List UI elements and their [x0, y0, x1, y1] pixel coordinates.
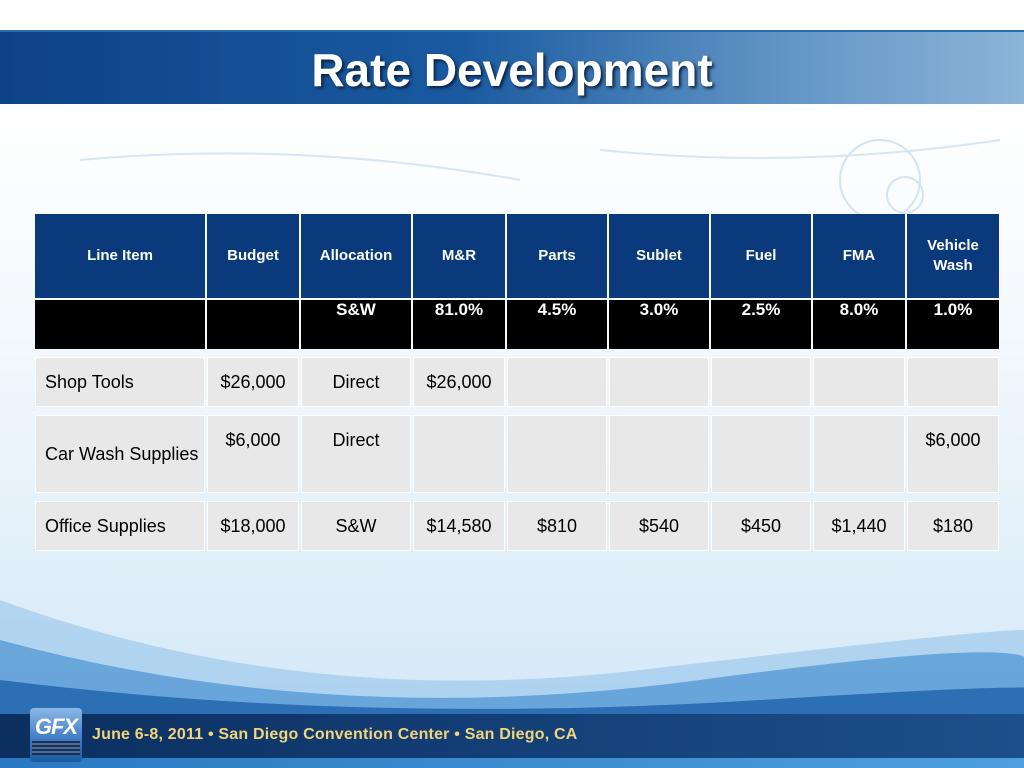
parts-cell: $810 [507, 501, 607, 551]
parts-cell [507, 357, 607, 407]
logo-text: GFX [34, 714, 78, 739]
fma-cell [813, 357, 905, 407]
fuel-cell [711, 415, 811, 493]
row-spacer [35, 409, 999, 413]
table-row: Car Wash Supplies $6,000 Direct $6,000 [35, 415, 999, 493]
slide-title: Rate Development [311, 44, 713, 96]
wave-decoration [0, 600, 1024, 720]
vehicle-wash-cell: $6,000 [907, 415, 999, 493]
pct-cell [207, 300, 299, 349]
table-header-row: Line Item Budget Allocation M&R Parts Su… [35, 214, 999, 298]
header-sublet: Sublet [609, 214, 709, 298]
title-bar: Rate Development [0, 30, 1024, 104]
line-item-cell: Office Supplies [35, 501, 205, 551]
pct-cell: 4.5% [507, 300, 607, 349]
header-fuel: Fuel [711, 214, 811, 298]
mr-cell: $26,000 [413, 357, 505, 407]
pct-cell: 8.0% [813, 300, 905, 349]
budget-cell: $6,000 [207, 415, 299, 493]
sublet-cell: $540 [609, 501, 709, 551]
row-spacer [35, 351, 999, 355]
header-parts: Parts [507, 214, 607, 298]
pct-cell [35, 300, 205, 349]
rate-table: Line Item Budget Allocation M&R Parts Su… [33, 212, 1001, 553]
row-spacer [35, 495, 999, 499]
header-allocation: Allocation [301, 214, 411, 298]
event-info: June 6-8, 2011 • San Diego Convention Ce… [92, 726, 578, 743]
budget-cell: $26,000 [207, 357, 299, 407]
footer-bar [0, 714, 1024, 758]
pct-cell: 3.0% [609, 300, 709, 349]
fuel-cell: $450 [711, 501, 811, 551]
header-fma: FMA [813, 214, 905, 298]
mr-cell: $14,580 [413, 501, 505, 551]
percentage-row: S&W 81.0% 4.5% 3.0% 2.5% 8.0% 1.0% [35, 300, 999, 349]
fma-cell: $1,440 [813, 501, 905, 551]
line-item-cell: Shop Tools [35, 357, 205, 407]
table-row: Shop Tools $26,000 Direct $26,000 [35, 357, 999, 407]
allocation-cell: S&W [301, 501, 411, 551]
sublet-cell [609, 415, 709, 493]
parts-cell [507, 415, 607, 493]
vehicle-wash-cell: $180 [907, 501, 999, 551]
pct-cell: S&W [301, 300, 411, 349]
logo-subtitle-graphic [32, 741, 80, 755]
sublet-cell [609, 357, 709, 407]
line-item-cell: Car Wash Supplies [35, 415, 205, 493]
fma-cell [813, 415, 905, 493]
mr-cell [413, 415, 505, 493]
fuel-cell [711, 357, 811, 407]
allocation-cell: Direct [301, 415, 411, 493]
header-vehicle-wash: Vehicle Wash [907, 214, 999, 298]
allocation-cell: Direct [301, 357, 411, 407]
header-mr: M&R [413, 214, 505, 298]
pct-cell: 2.5% [711, 300, 811, 349]
vehicle-wash-cell [907, 357, 999, 407]
footer-accent [0, 758, 1024, 768]
pct-cell: 81.0% [413, 300, 505, 349]
header-line-item: Line Item [35, 214, 205, 298]
table-row: Office Supplies $18,000 S&W $14,580 $810… [35, 501, 999, 551]
budget-cell: $18,000 [207, 501, 299, 551]
header-budget: Budget [207, 214, 299, 298]
pct-cell: 1.0% [907, 300, 999, 349]
gfx-logo: GFX [30, 708, 82, 762]
